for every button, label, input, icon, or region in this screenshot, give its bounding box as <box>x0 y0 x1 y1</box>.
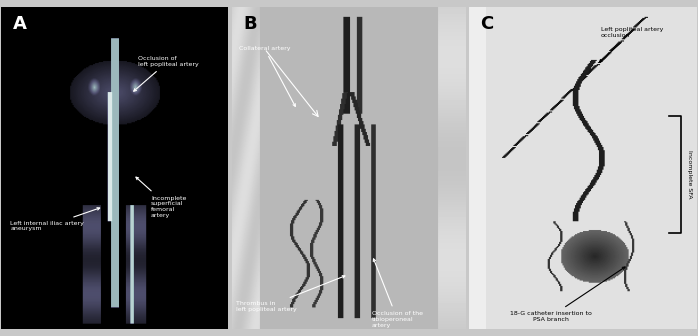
Text: Thrombus in
left popliteal artery: Thrombus in left popliteal artery <box>237 276 345 312</box>
Text: C: C <box>480 15 493 33</box>
Text: A: A <box>13 15 27 33</box>
Text: Left popliteal artery
occlusion: Left popliteal artery occlusion <box>600 27 663 62</box>
Text: Collateral artery: Collateral artery <box>239 46 295 107</box>
Text: 18-G catheter insertion to
PSA branch: 18-G catheter insertion to PSA branch <box>510 267 625 322</box>
Text: Left internal iliac artery
aneurysm: Left internal iliac artery aneurysm <box>10 208 100 232</box>
Text: Incomplete
superficial
femoral
artery: Incomplete superficial femoral artery <box>136 177 186 218</box>
Text: Occlusion of
left popliteal artery: Occlusion of left popliteal artery <box>134 56 198 91</box>
Text: Occlusion of the
tibioperoneal
artery: Occlusion of the tibioperoneal artery <box>372 259 423 328</box>
Text: Incomplete SFA: Incomplete SFA <box>688 150 692 199</box>
Text: B: B <box>244 15 257 33</box>
